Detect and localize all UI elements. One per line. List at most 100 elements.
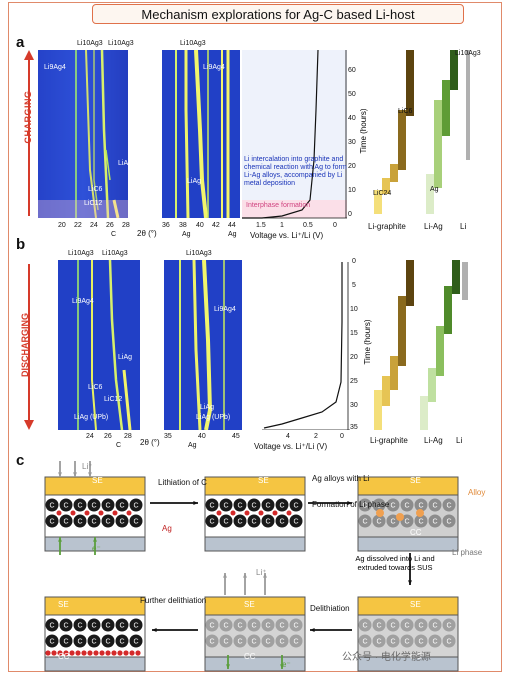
xrd-heatmap-a-left <box>38 50 128 218</box>
step2b-label: Formation of Li phase <box>312 500 390 509</box>
label-lic6-b: LiC6 <box>88 384 103 391</box>
label-c-a: C <box>111 231 117 238</box>
svg-text:C: C <box>418 639 423 646</box>
tick-a-40: 40 <box>196 222 204 229</box>
svg-text:C: C <box>105 519 110 526</box>
tick-a-20: 20 <box>58 222 66 229</box>
svg-text:C: C <box>376 503 381 510</box>
svg-text:C: C <box>133 519 138 526</box>
svg-text:C: C <box>362 623 367 630</box>
label-ag-a: Ag <box>182 231 191 238</box>
volt-tick-a-1.5: 1.5 <box>256 222 266 229</box>
svg-text:C: C <box>119 519 124 526</box>
label-c-b: C <box>116 442 122 449</box>
phase-bars-a <box>374 50 470 214</box>
label-li10ag3-b2: Li10Ag3 <box>102 250 128 257</box>
step5-label: Further delithiation <box>140 596 207 605</box>
svg-text:C: C <box>418 623 423 630</box>
svg-text:C: C <box>223 639 228 646</box>
label-liag-a2: LiAg <box>187 178 202 185</box>
svg-text:C: C <box>91 639 96 646</box>
svg-text:C: C <box>279 503 284 510</box>
svg-text:C: C <box>105 503 110 510</box>
svg-text:C: C <box>63 519 68 526</box>
svg-text:C: C <box>432 519 437 526</box>
cc-label-1: CC <box>92 528 104 537</box>
alloy-label: Alloy <box>468 488 486 497</box>
svg-text:C: C <box>223 519 228 526</box>
time-tick-a-30: 30 <box>348 139 356 146</box>
label-liag-b: LiAg <box>118 354 133 361</box>
svg-text:C: C <box>376 519 381 526</box>
bar-label-lic6-a: LiC6 <box>398 108 413 115</box>
tick-a-38: 38 <box>179 222 187 229</box>
watermark: 公众号 · 电化学能源 <box>342 652 431 663</box>
time-tick-a-60: 60 <box>348 67 356 74</box>
svg-text:C: C <box>279 623 284 630</box>
svg-text:C: C <box>432 623 437 630</box>
time-tick-b-15: 15 <box>350 330 358 337</box>
e-minus-label-1: e⁻ <box>92 544 101 553</box>
svg-text:C: C <box>91 503 96 510</box>
tick-b-26: 26 <box>104 433 112 440</box>
svg-text:C: C <box>362 503 367 510</box>
group-label-li-b: Li <box>456 436 463 445</box>
charging-arrow <box>24 50 34 216</box>
svg-text:C: C <box>432 503 437 510</box>
svg-text:C: C <box>279 519 284 526</box>
svg-text:C: C <box>251 639 256 646</box>
tick-b-28: 28 <box>124 433 132 440</box>
panel-letter-b: b <box>16 236 26 253</box>
li-plus-label-2: Li⁺ <box>256 568 267 577</box>
svg-text:C: C <box>418 519 423 526</box>
bar-label-lic24-a: LiC24 <box>373 190 392 197</box>
svg-text:C: C <box>77 623 82 630</box>
svg-text:C: C <box>49 503 54 510</box>
svg-text:C: C <box>209 623 214 630</box>
e-minus-label-2: e⁻ <box>282 660 291 669</box>
svg-text:C: C <box>432 639 437 646</box>
tick-b-24: 24 <box>86 433 94 440</box>
li-plus-label-1: Li⁺ <box>82 462 93 471</box>
svg-text:C: C <box>265 503 270 510</box>
voltage-profile-b <box>262 262 350 430</box>
svg-text:C: C <box>237 623 242 630</box>
svg-text:C: C <box>63 503 68 510</box>
svg-text:C: C <box>49 639 54 646</box>
label-liag-b2: LiAg <box>200 404 215 411</box>
svg-text:C: C <box>265 519 270 526</box>
svg-text:C: C <box>404 503 409 510</box>
svg-text:C: C <box>223 503 228 510</box>
svg-text:C: C <box>376 639 381 646</box>
group-label-liag-a: Li-Ag <box>424 222 443 231</box>
tick-a-36: 36 <box>162 222 170 229</box>
se-label-6: SE <box>410 600 421 609</box>
svg-text:C: C <box>279 639 284 646</box>
panel-letter-c: c <box>16 452 25 469</box>
time-tick-b-25: 25 <box>350 378 358 385</box>
group-label-graphite-b: Li-graphite <box>370 436 408 445</box>
svg-text:C: C <box>105 639 110 646</box>
svg-text:C: C <box>119 623 124 630</box>
label-li10ag3-b3: Li10Ag3 <box>186 250 212 257</box>
svg-text:C: C <box>49 519 54 526</box>
svg-text:C: C <box>390 639 395 646</box>
svg-text:C: C <box>446 639 451 646</box>
svg-text:C: C <box>404 519 409 526</box>
interphase-label: Interphase formation <box>246 202 311 209</box>
svg-text:C: C <box>446 623 451 630</box>
cc-label-3: CC <box>410 528 422 537</box>
cc-label-4: CC <box>58 652 70 661</box>
svg-text:C: C <box>418 503 423 510</box>
time-tick-a-0: 0 <box>348 211 352 218</box>
time-tick-b-20: 20 <box>350 354 358 361</box>
se-label-3: SE <box>410 476 421 485</box>
step4-label: Delithiation <box>310 604 350 613</box>
svg-text:C: C <box>223 623 228 630</box>
tick-a-42: 42 <box>212 222 220 229</box>
svg-text:C: C <box>446 503 451 510</box>
svg-text:C: C <box>119 503 124 510</box>
label-li9ag4-a2: Li9Ag4 <box>203 64 225 71</box>
theta-label-a: 2θ (°) <box>137 229 157 238</box>
